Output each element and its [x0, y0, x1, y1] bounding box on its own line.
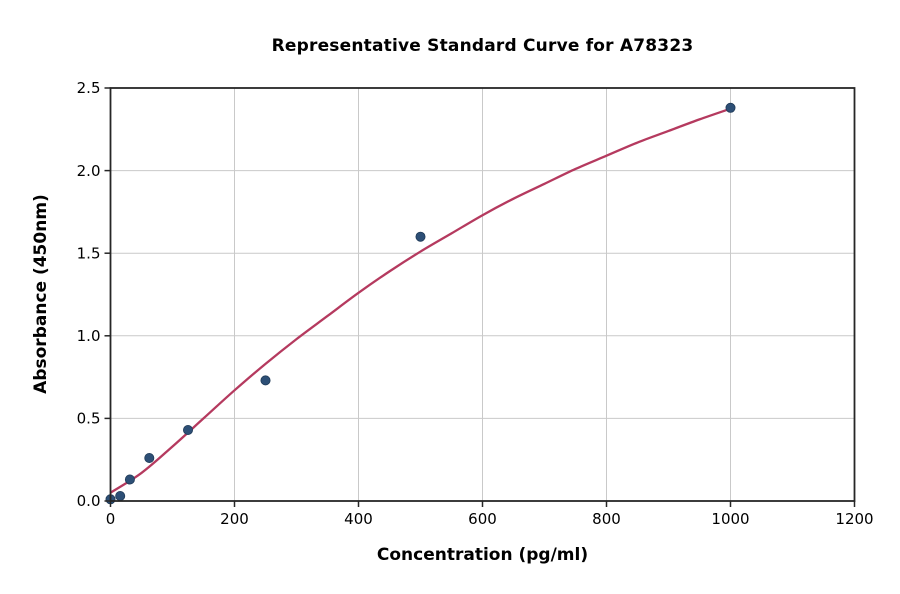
- x-tick-label: 400: [344, 510, 373, 528]
- y-tick-label: 2.0: [77, 162, 101, 180]
- data-point: [725, 102, 736, 113]
- x-tick-label: 1000: [711, 510, 749, 528]
- x-tick-label: 800: [592, 510, 621, 528]
- y-tick-label: 0.0: [77, 492, 101, 510]
- data-point: [115, 490, 126, 501]
- x-tick-label: 600: [468, 510, 497, 528]
- x-tick-label: 0: [106, 510, 116, 528]
- y-tick-label: 1.0: [77, 327, 101, 345]
- y-tick-label: 2.5: [77, 79, 101, 97]
- data-point: [182, 424, 193, 435]
- y-tick-label: 0.5: [77, 410, 101, 428]
- x-axis-label: Concentration (pg/ml): [376, 545, 589, 565]
- chart-title: Representative Standard Curve for A78323: [271, 36, 694, 56]
- data-point: [260, 375, 271, 386]
- data-point: [415, 231, 426, 242]
- data-point: [124, 474, 135, 485]
- data-point: [144, 452, 155, 463]
- x-tick-label: 200: [220, 510, 249, 528]
- y-tick-label: 1.5: [77, 244, 101, 262]
- fit-curve-line: [109, 107, 731, 494]
- x-tick-label: 1200: [835, 510, 873, 528]
